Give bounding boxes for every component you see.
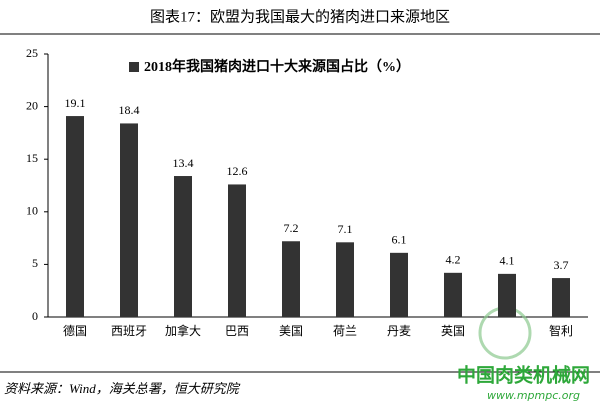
- y-tick-label: 0: [32, 309, 38, 323]
- bar: [66, 116, 84, 318]
- bar: [444, 272, 462, 317]
- y-tick-label: 20: [26, 98, 38, 112]
- value-label: 6.1: [392, 233, 407, 247]
- bar: [282, 241, 300, 317]
- bar: [120, 123, 138, 317]
- value-label: 7.2: [284, 221, 299, 235]
- source: 资料来源：Wind，海关总署，恒大研究院: [4, 381, 241, 396]
- x-tick-label: 丹麦: [387, 324, 411, 338]
- value-label: 3.7: [554, 258, 569, 272]
- x-tick-label: 加拿大: [165, 323, 201, 338]
- watermark: 中国肉类机械网: [457, 364, 590, 387]
- bar: [228, 184, 246, 317]
- bar: [498, 273, 516, 317]
- bar: [336, 242, 354, 317]
- x-tick-label: 智利: [549, 323, 573, 338]
- value-label: 4.1: [500, 254, 515, 268]
- bar: [552, 278, 570, 317]
- x-tick-label: 西班牙: [111, 324, 147, 338]
- y-tick-label: 5: [32, 256, 38, 270]
- value-label: 18.4: [119, 103, 140, 117]
- value-label: 7.1: [338, 222, 353, 236]
- y-tick-label: 15: [26, 151, 38, 165]
- value-label: 13.4: [173, 156, 194, 170]
- x-tick-label: 英国: [441, 324, 465, 338]
- value-label: 12.6: [227, 164, 248, 178]
- x-tick-label: 美国: [279, 324, 303, 338]
- bar: [390, 252, 408, 317]
- x-tick-label: 德国: [63, 323, 87, 338]
- legend-swatch: [129, 62, 139, 72]
- watermark-url: www.mpmpc.org: [487, 389, 580, 402]
- chart-title: 图表17：欧盟为我国最大的猪肉进口来源地区: [150, 8, 450, 25]
- bar: [174, 176, 192, 317]
- value-label: 4.2: [446, 253, 461, 267]
- y-tick-label: 10: [26, 204, 38, 218]
- value-label: 19.1: [65, 96, 86, 110]
- x-tick-label: 巴西: [225, 324, 249, 338]
- y-tick-label: 25: [26, 46, 38, 60]
- x-tick-label: 荷兰: [333, 324, 357, 338]
- legend-label: 2018年我国猪肉进口十大来源国占比（%）: [144, 58, 410, 75]
